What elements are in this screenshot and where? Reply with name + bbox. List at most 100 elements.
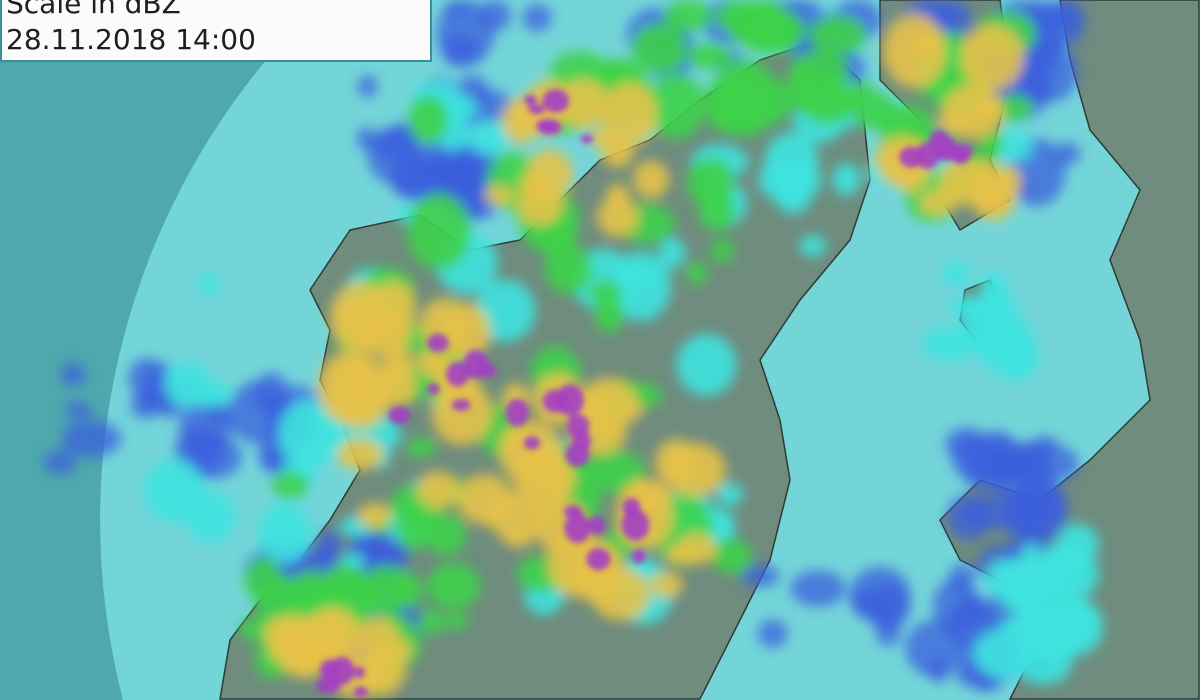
rain-echo xyxy=(357,502,392,529)
rain-echo xyxy=(536,119,559,133)
rain-echo xyxy=(542,89,570,113)
rain-echo xyxy=(980,143,1002,158)
rain-echo xyxy=(354,686,368,698)
rain-echo xyxy=(586,547,611,571)
rain-echo xyxy=(631,23,687,74)
rain-echo xyxy=(426,514,467,556)
rain-echo xyxy=(602,82,658,147)
rain-echo xyxy=(451,399,471,411)
rain-echo xyxy=(369,281,417,334)
rain-echo xyxy=(558,79,609,129)
rain-echo xyxy=(331,362,391,430)
rain-echo xyxy=(431,380,493,446)
rain-echo xyxy=(799,234,827,257)
legend-box: Scale in dBZ 28.11.2018 14:00 xyxy=(0,0,432,62)
rain-echo xyxy=(764,22,801,53)
rain-echo xyxy=(588,516,606,535)
rain-echo xyxy=(474,279,536,342)
rain-echo xyxy=(960,24,1024,91)
rain-echo xyxy=(427,383,440,396)
rain-echo xyxy=(443,611,469,630)
rain-echo xyxy=(1014,443,1079,484)
rain-echo xyxy=(851,91,898,130)
rain-echo xyxy=(405,438,437,458)
rain-echo xyxy=(610,251,672,322)
rain-echo xyxy=(942,261,970,287)
rain-echo xyxy=(427,333,449,353)
rain-echo xyxy=(329,656,355,686)
rain-echo xyxy=(456,163,486,192)
rain-echo xyxy=(523,94,537,106)
rain-echo xyxy=(467,121,507,156)
rain-cores xyxy=(316,89,973,698)
rain-echo xyxy=(1020,77,1052,106)
rain-echo xyxy=(979,272,1007,293)
rain-echo xyxy=(999,131,1033,161)
rain-echo xyxy=(61,420,122,458)
rain-echo xyxy=(962,495,1018,530)
rain-echo xyxy=(419,608,444,636)
rain-echo xyxy=(476,363,497,378)
rain-echo xyxy=(580,134,594,144)
rain-echo xyxy=(974,322,1013,366)
rain-echo xyxy=(427,563,481,609)
rain-echo xyxy=(436,0,495,66)
rain-echo xyxy=(522,4,552,32)
rain-echo xyxy=(711,238,735,263)
rain-echo xyxy=(676,333,737,396)
rain-echo xyxy=(578,377,638,433)
rain-echo xyxy=(1025,615,1082,663)
rain-echo xyxy=(393,167,444,201)
rain-echo xyxy=(388,406,411,425)
rain-echo xyxy=(65,402,93,420)
rain-echo xyxy=(686,261,708,286)
rain-echo xyxy=(505,398,529,427)
rain-echo xyxy=(565,442,590,467)
rain-echo xyxy=(408,95,449,144)
rain-echo xyxy=(757,619,788,648)
rain-echo xyxy=(357,75,378,98)
rain-echo xyxy=(915,142,940,170)
rain-echo xyxy=(933,135,958,162)
rain-echo xyxy=(908,32,942,57)
rain-echo xyxy=(853,80,875,96)
rain-echo xyxy=(832,162,861,197)
rain-echo xyxy=(621,509,650,541)
rain-echo xyxy=(406,193,471,270)
rain-echo xyxy=(239,618,270,642)
scale-label: Scale in dBZ xyxy=(6,0,181,20)
rain-echo xyxy=(285,655,310,673)
rain-echo xyxy=(528,104,545,115)
rain-echo xyxy=(633,160,670,199)
rain-echo xyxy=(585,450,646,494)
rain-echo xyxy=(501,428,527,452)
rain-echo xyxy=(523,436,541,450)
rain-echo xyxy=(601,135,634,168)
rain-echo xyxy=(391,572,423,608)
rain-echo xyxy=(164,361,210,407)
rain-echo xyxy=(741,564,780,588)
rain-echo xyxy=(564,512,591,544)
rain-echo xyxy=(337,437,384,471)
rain-echo xyxy=(945,427,986,462)
rain-echo xyxy=(228,381,287,444)
rain-echo xyxy=(711,538,752,575)
rain-echo xyxy=(758,157,822,204)
rain-echo xyxy=(317,547,341,563)
rain-echo xyxy=(128,358,164,398)
rain-echo xyxy=(1021,543,1042,559)
rain-echo xyxy=(197,274,221,296)
rain-echo xyxy=(980,455,1023,487)
rain-echo xyxy=(788,72,836,117)
rain-echo xyxy=(43,450,77,474)
rain-echo xyxy=(973,628,1033,679)
rain-echo xyxy=(417,470,459,510)
rain-echo xyxy=(649,571,684,598)
rain-echo xyxy=(655,438,697,485)
rain-echo xyxy=(179,399,233,457)
rain-echo xyxy=(594,299,625,333)
rain-echo xyxy=(658,237,686,269)
rain-echo xyxy=(590,567,650,621)
rain-echo xyxy=(698,191,736,232)
